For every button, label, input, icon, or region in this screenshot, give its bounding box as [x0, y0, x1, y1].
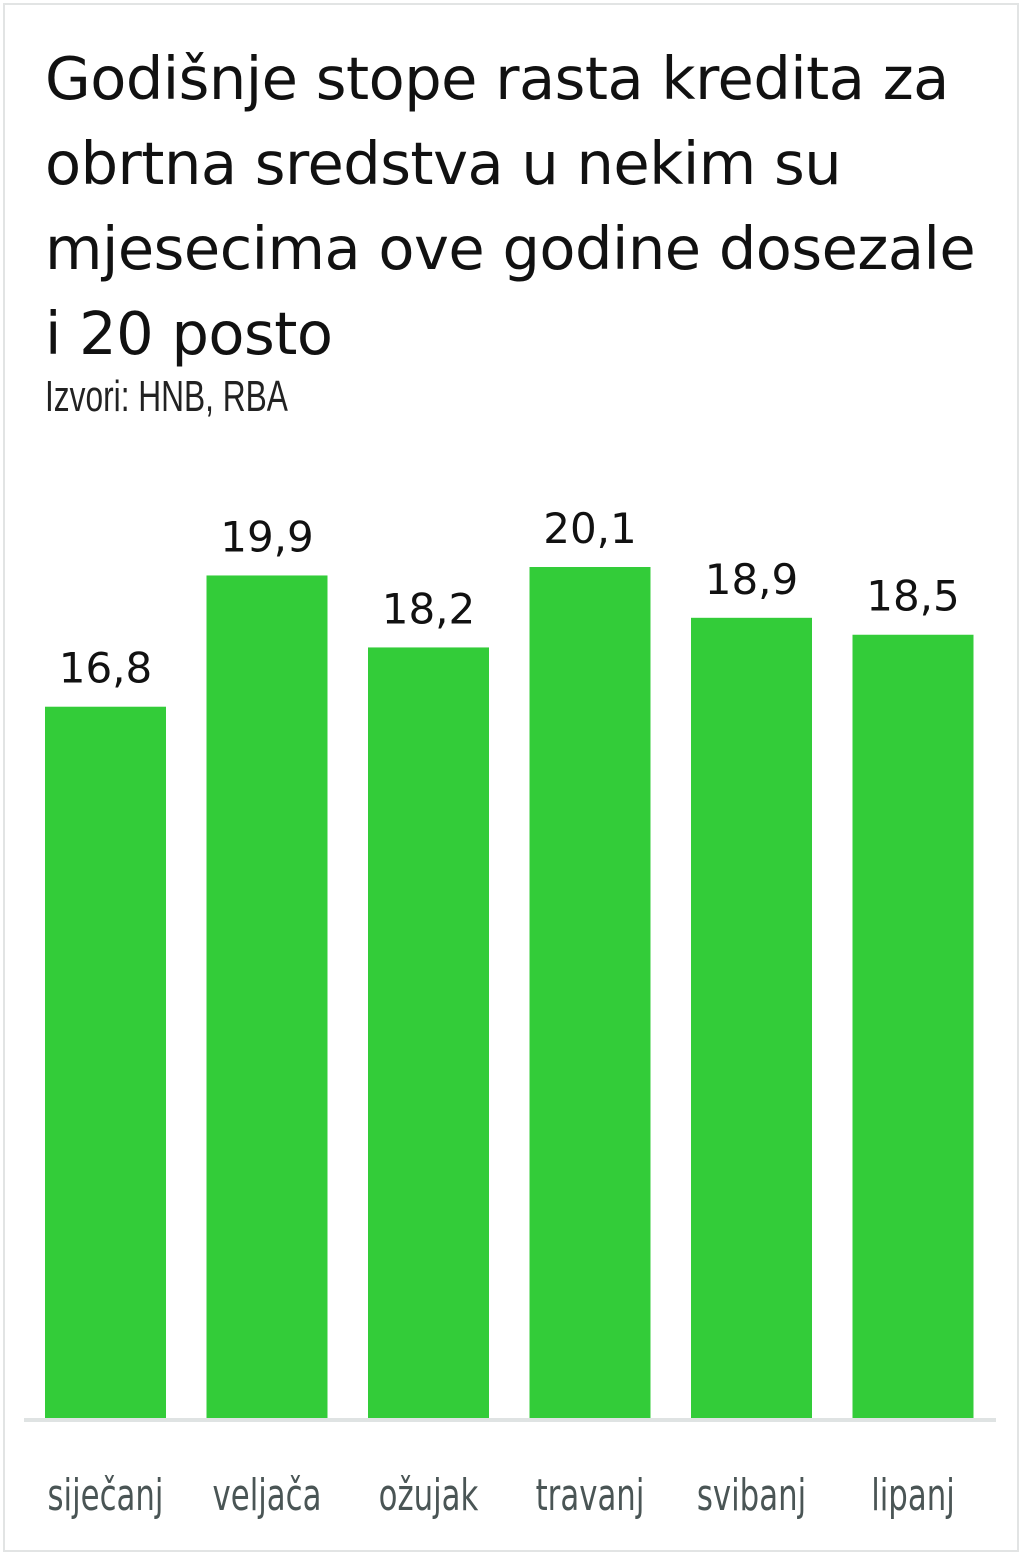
category-label-3: travanj [536, 1469, 645, 1520]
category-label-2: ožujak [379, 1469, 479, 1520]
bar-1 [206, 575, 328, 1418]
x-axis-baseline [24, 1418, 996, 1422]
category-label-4: svibanj [697, 1469, 806, 1520]
bar-2 [368, 647, 489, 1418]
chart-frame [3, 3, 1019, 1552]
value-label-1: 19,9 [220, 512, 314, 561]
chart-title: Godišnje stope rasta kredita za obrtna s… [45, 44, 976, 368]
value-label-4: 18,9 [705, 555, 799, 604]
value-label-3: 20,1 [543, 504, 637, 553]
bar-0 [45, 706, 166, 1418]
chart-source: Izvori: HNB, RBA [45, 372, 288, 421]
bar-4 [691, 617, 812, 1418]
value-label-0: 16,8 [59, 644, 153, 693]
value-label-5: 18,5 [866, 572, 960, 621]
value-label-2: 18,2 [382, 584, 476, 633]
category-label-1: veljača [213, 1469, 322, 1520]
category-label-5: lipanj [871, 1469, 955, 1520]
bar-3 [529, 567, 651, 1418]
category-label-0: siječanj [48, 1469, 164, 1520]
bar-5 [852, 634, 974, 1418]
